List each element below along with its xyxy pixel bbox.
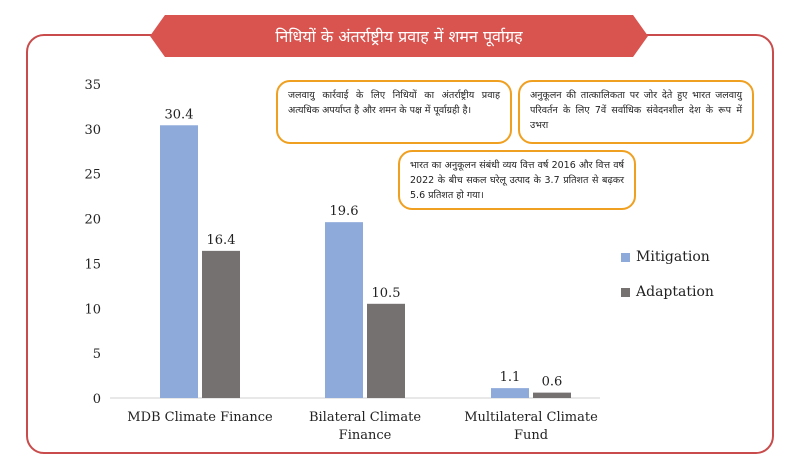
data-label-mitigation-1: 19.6 bbox=[330, 204, 359, 219]
y-tick-label: 15 bbox=[84, 257, 101, 272]
bar-adaptation-0 bbox=[202, 250, 240, 398]
note-fund-flow: जलवायु कार्रवाई के लिए निधियों का अंतर्र… bbox=[276, 80, 512, 144]
bar-adaptation-2 bbox=[533, 392, 571, 398]
data-label-mitigation-0: 30.4 bbox=[165, 107, 194, 122]
data-label-adaptation-0: 16.4 bbox=[207, 233, 236, 248]
y-tick-label: 5 bbox=[93, 347, 101, 362]
legend-label-adaptation: Adaptation bbox=[636, 284, 714, 300]
legend-label-mitigation: Mitigation bbox=[636, 249, 710, 265]
x-category-label: Finance bbox=[339, 428, 392, 443]
legend-swatch-adaptation bbox=[621, 287, 630, 297]
y-tick-label: 0 bbox=[93, 392, 101, 407]
y-tick-label: 35 bbox=[84, 78, 101, 93]
y-tick-label: 25 bbox=[84, 168, 101, 183]
bar-mitigation-2 bbox=[491, 388, 529, 398]
x-category-label: Multilateral Climate bbox=[464, 410, 598, 425]
data-label-adaptation-1: 10.5 bbox=[372, 286, 401, 301]
data-label-mitigation-2: 1.1 bbox=[500, 370, 521, 385]
title-banner bbox=[150, 15, 648, 57]
y-tick-label: 20 bbox=[84, 213, 101, 228]
chart-title: निधियों के अंतर्राष्ट्रीय प्रवाह में शमन… bbox=[275, 27, 523, 46]
x-category-label: Fund bbox=[514, 428, 548, 443]
note-vulnerability: अनुकूलन की तात्कालिकता पर जोर देते हुए भ… bbox=[518, 80, 754, 144]
bar-adaptation-1 bbox=[367, 303, 405, 398]
bar-mitigation-0 bbox=[160, 125, 198, 399]
legend-adaptation: Adaptation bbox=[621, 284, 714, 300]
note-adaptation-spending: भारत का अनुकूलन संबंधी व्यय वित्त वर्ष 2… bbox=[398, 150, 636, 210]
x-category-label: MDB Climate Finance bbox=[127, 410, 273, 425]
x-category-label: Bilateral Climate bbox=[309, 410, 421, 425]
y-tick-label: 10 bbox=[84, 302, 101, 317]
legend-swatch-mitigation bbox=[621, 252, 630, 262]
bar-mitigation-1 bbox=[325, 222, 363, 398]
y-tick-label: 30 bbox=[84, 123, 101, 138]
data-label-adaptation-2: 0.6 bbox=[542, 375, 563, 390]
legend-mitigation: Mitigation bbox=[621, 249, 710, 265]
